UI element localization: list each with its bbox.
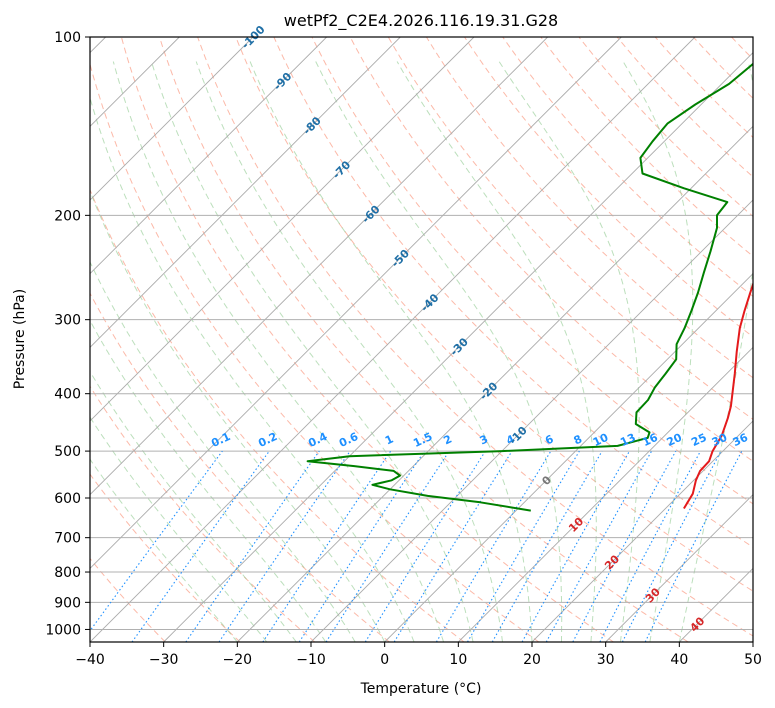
dry-adiabat-line [159, 37, 689, 642]
moist-adiabat-line [90, 96, 415, 642]
isotherm-line [90, 37, 327, 275]
y-tick-label: 200 [54, 208, 81, 224]
moist-adiabat-line [90, 416, 268, 642]
dry-adiabat-line [540, 37, 753, 257]
isotherm-line [90, 37, 622, 569]
y-tick-label: 700 [54, 531, 81, 547]
mixing-ratio-label: 10 [591, 431, 611, 449]
isotherm-line [90, 37, 475, 422]
moist-adiabat-line [90, 189, 386, 642]
dry-adiabat-line [273, 37, 753, 548]
dry-adiabat-line [387, 37, 753, 420]
mixing-ratio-label: 16 [640, 431, 660, 449]
y-tick-label: 300 [54, 313, 81, 329]
y-tick-label: 900 [54, 595, 81, 611]
mixing-ratio-line [364, 450, 486, 642]
isotherm-line [90, 37, 696, 642]
dry-adiabat-line [120, 37, 614, 642]
mixing-ratio-line [467, 450, 580, 642]
moist-adiabat-line [112, 61, 445, 642]
moist-adiabat-line [90, 458, 238, 642]
moist-adiabat-line [90, 260, 356, 642]
x-tick-label: 10 [449, 652, 467, 668]
plot-frame [89, 36, 754, 643]
moist-adiabat-line [249, 61, 533, 642]
x-tick-label: −30 [149, 652, 179, 668]
isotherm-line [531, 420, 753, 642]
dry-adiabat-line [90, 385, 316, 642]
isotherm-line [90, 37, 548, 496]
moist-adiabat-line [678, 61, 753, 642]
y-tick-label: 600 [54, 491, 81, 507]
dry-adiabat-line [425, 37, 753, 379]
chart-title: wetPf2_C2E4.2026.116.19.31.G28 [284, 11, 558, 31]
mixing-ratio-line [545, 450, 653, 642]
dry-adiabat-line [235, 37, 753, 592]
y-tick-label: 1000 [45, 622, 81, 638]
dry-adiabat-line [349, 37, 753, 462]
x-tick-label: 0 [380, 652, 389, 668]
moist-adiabat-line [90, 319, 327, 642]
isotherm-line [163, 52, 753, 642]
x-axis-label: Temperature (°C) [360, 681, 482, 697]
mixing-ratio-line [185, 450, 320, 642]
x-tick-label: −40 [75, 652, 105, 668]
x-tick-label: 40 [670, 652, 688, 668]
dry-adiabat-line [311, 37, 753, 505]
x-tick-label: −10 [296, 652, 326, 668]
isotherm-line [310, 199, 753, 642]
y-tick-label: 800 [54, 565, 81, 581]
mixing-ratio-line [393, 450, 513, 642]
isotherm-line [458, 346, 753, 642]
moist-adiabat-line [315, 61, 563, 642]
dry-adiabat-line [90, 62, 540, 642]
mixing-ratio-line [218, 450, 351, 642]
mixing-ratio-label: 30 [710, 431, 730, 449]
mixing-ratio-line [521, 450, 630, 642]
moist-adiabat-line [622, 61, 694, 642]
mixing-ratio-label: 36 [731, 431, 751, 449]
mixing-ratio-line [572, 450, 677, 642]
background-lines [90, 37, 753, 642]
y-tick-label: 400 [54, 387, 81, 403]
dry-adiabat-line [90, 292, 390, 642]
temperature-profile-line [683, 281, 753, 510]
dry-adiabat-line [197, 37, 753, 637]
isotherm-line [605, 494, 753, 642]
dry-adiabat-line [616, 37, 753, 178]
moist-adiabat-line [90, 370, 297, 642]
isotherm-line [90, 37, 401, 348]
moist-adiabat-line [195, 61, 503, 642]
moist-adiabat-line [150, 61, 474, 642]
plot-area [90, 37, 753, 642]
mixing-ratio-line [435, 450, 552, 642]
dewpoint-profile-line [306, 62, 753, 512]
x-tick-label: 30 [597, 652, 615, 668]
isotherm-line [90, 37, 254, 201]
mixing-ratio-line [325, 450, 450, 642]
isotherm-line [384, 273, 753, 642]
y-tick-label: 100 [54, 30, 81, 46]
dry-adiabat-line [90, 473, 241, 642]
x-tick-label: 20 [523, 652, 541, 668]
moist-adiabat-line [498, 61, 640, 642]
isotherm-line [237, 125, 753, 642]
dry-adiabat-line [502, 37, 753, 298]
mixing-ratio-label: 25 [689, 431, 708, 449]
mixing-ratio-label: 13 [618, 431, 637, 449]
moist-adiabat-line [396, 61, 597, 642]
x-tick-label: 50 [744, 652, 762, 668]
mixing-ratio-line [90, 450, 223, 632]
mixing-ratio-line [131, 450, 270, 642]
mixing-ratio-label: 20 [665, 431, 685, 449]
dry-adiabat-line [90, 188, 465, 642]
profile-lines [306, 62, 753, 512]
y-axis-label: Pressure (hPa) [12, 289, 28, 389]
y-tick-label: 500 [54, 444, 81, 460]
axis-ticks: −40 −30 −20 −10 0 10 20 30 40 50 100 200 300 400 500 60… [45, 30, 762, 668]
mixing-ratio-line [491, 450, 603, 642]
x-tick-label: −20 [223, 652, 253, 668]
